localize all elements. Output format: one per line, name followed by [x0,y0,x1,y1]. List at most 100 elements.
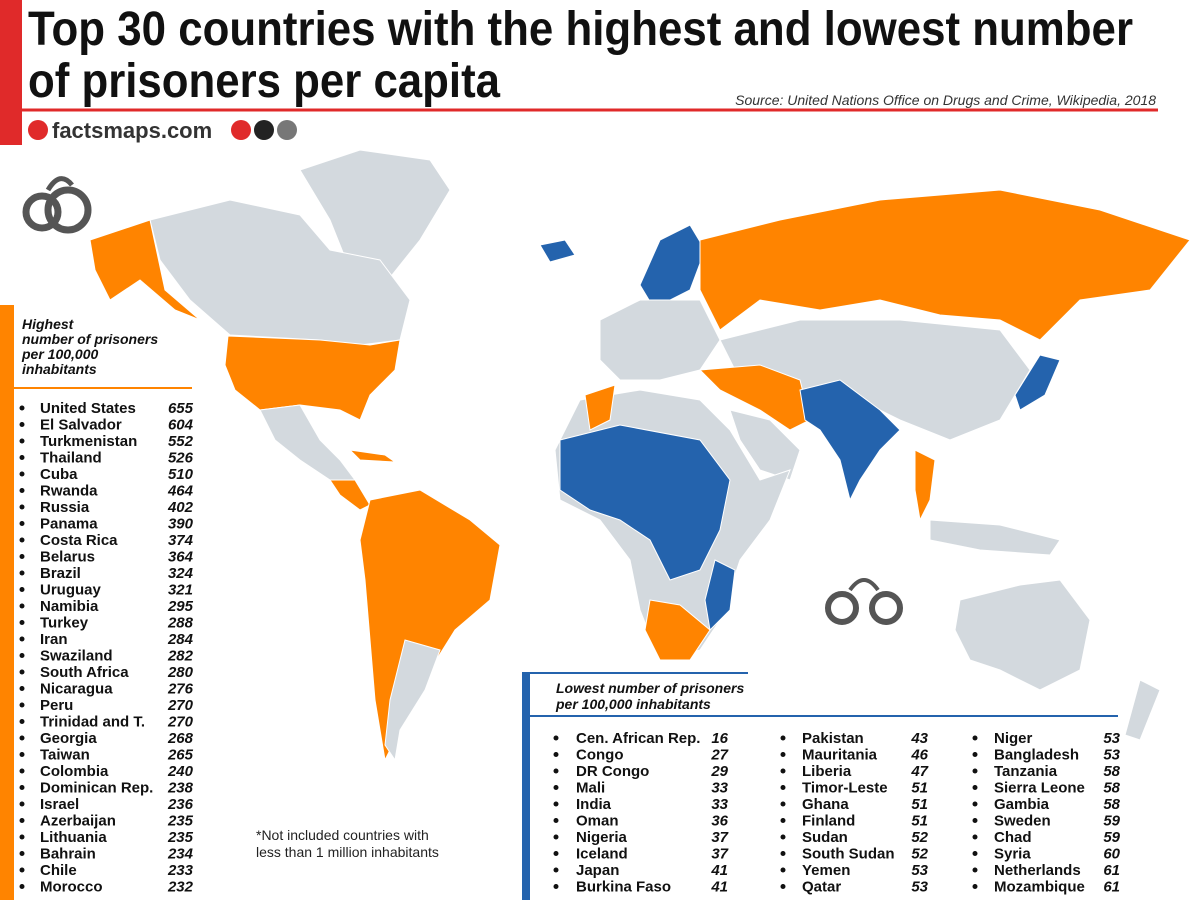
country-name: Dominican Rep. [40,780,153,797]
country-name: Cen. African Rep. [576,730,700,747]
country-name: Mozambique [994,879,1085,896]
country-name: Russia [40,499,90,516]
prisoner-rate: 60 [1103,846,1120,863]
bullet [780,818,786,823]
country-name: Timor-Leste [802,780,888,797]
bullet [972,818,978,823]
highest-heading: inhabitants [22,361,97,377]
country-name: Taiwan [40,747,90,764]
country-name: Burkina Faso [576,879,671,896]
texts: Top 30 countries with the highest and lo… [19,3,1156,896]
country-name: Syria [994,846,1031,863]
prisoner-rate: 61 [1103,879,1120,896]
bullet [19,603,25,609]
country-name: Nicaragua [40,681,113,698]
bullet [19,554,25,559]
country-name: Brazil [40,565,81,582]
title: of prisoners per capita [28,55,500,108]
bullet [972,801,978,807]
country-name: Sudan [802,829,848,846]
country-name: DR Congo [576,763,649,780]
country-name: Netherlands [994,862,1081,879]
bullet [780,735,786,741]
country-name: South Sudan [802,846,895,863]
bullet [19,620,25,625]
prisoner-rate: 284 [167,631,194,648]
country-name: Panama [40,516,98,533]
prisoner-rate: 59 [1103,813,1120,830]
world-map [89,149,1191,762]
bullet [19,438,25,444]
central-america [329,479,371,511]
country-name: Liberia [802,763,852,780]
bullet [19,537,25,543]
bullet [553,785,559,790]
country-name: United States [40,400,136,417]
country-name: Mali [576,780,605,797]
country-name: Cuba [40,466,78,483]
prisoner-rate: 53 [911,879,928,896]
prisoner-rate: 233 [167,862,194,879]
bullet [972,768,978,774]
logo: factsmaps.com [52,118,212,143]
prisoner-rate: 282 [167,648,194,665]
bullet [780,785,786,790]
prisoner-rate: 52 [911,846,928,863]
prisoner-rate: 321 [168,582,193,599]
bullet [19,521,25,526]
bullet [19,570,25,576]
prisoner-rate: 280 [167,664,194,681]
twitter-icon [254,120,274,140]
country-name: Turkmenistan [40,433,137,450]
country-name: Georgia [40,730,97,747]
bullet [553,752,559,757]
bullet [553,801,559,807]
cuff [869,591,903,625]
bullet [19,653,25,658]
footnote: *Not included countries with [256,827,429,843]
prisoner-rate: 53 [1103,730,1120,747]
bullet [19,471,25,477]
prisoner-rate: 374 [168,532,194,549]
prisoner-rate: 526 [168,450,194,467]
bullet [19,702,25,708]
bullet [972,884,978,889]
chain [848,578,880,592]
bullet [553,735,559,741]
turkey-iran [698,364,811,431]
lowest-heading: per 100,000 inhabitants [555,696,711,712]
country-name: Rwanda [40,483,98,500]
prisoner-rate: 236 [167,796,194,813]
country-name: Sierra Leone [994,780,1085,797]
prisoner-rate: 655 [168,400,194,417]
prisoner-rate: 232 [167,879,194,896]
bullet [972,851,978,856]
bullet [19,851,25,856]
highest-bar [0,305,14,900]
bullet [553,851,559,856]
bullet [780,768,786,774]
cuba [348,449,397,463]
bullet [780,867,786,873]
country-name: Sweden [994,813,1051,830]
lowest-heading: Lowest number of prisoners [556,680,744,696]
country-name: Turkey [40,615,89,632]
prisoner-rate: 53 [911,862,928,879]
chain [45,176,74,192]
bullet [553,884,559,889]
arabia [729,409,801,481]
prisoner-rate: 16 [711,730,728,747]
country-name: Tanzania [994,763,1058,780]
prisoner-rate: 295 [167,598,194,615]
country-name: Iran [40,631,68,648]
handcuffs-icon [825,578,903,625]
country-name: Bangladesh [994,747,1079,764]
bullet [19,801,25,807]
japan [1014,354,1061,411]
south-africa [644,599,711,661]
title-bar [0,0,22,145]
bullet [19,884,25,889]
country-name: Finland [802,813,855,830]
prisoner-rate: 324 [168,565,194,582]
prisoner-rate: 27 [710,747,728,764]
